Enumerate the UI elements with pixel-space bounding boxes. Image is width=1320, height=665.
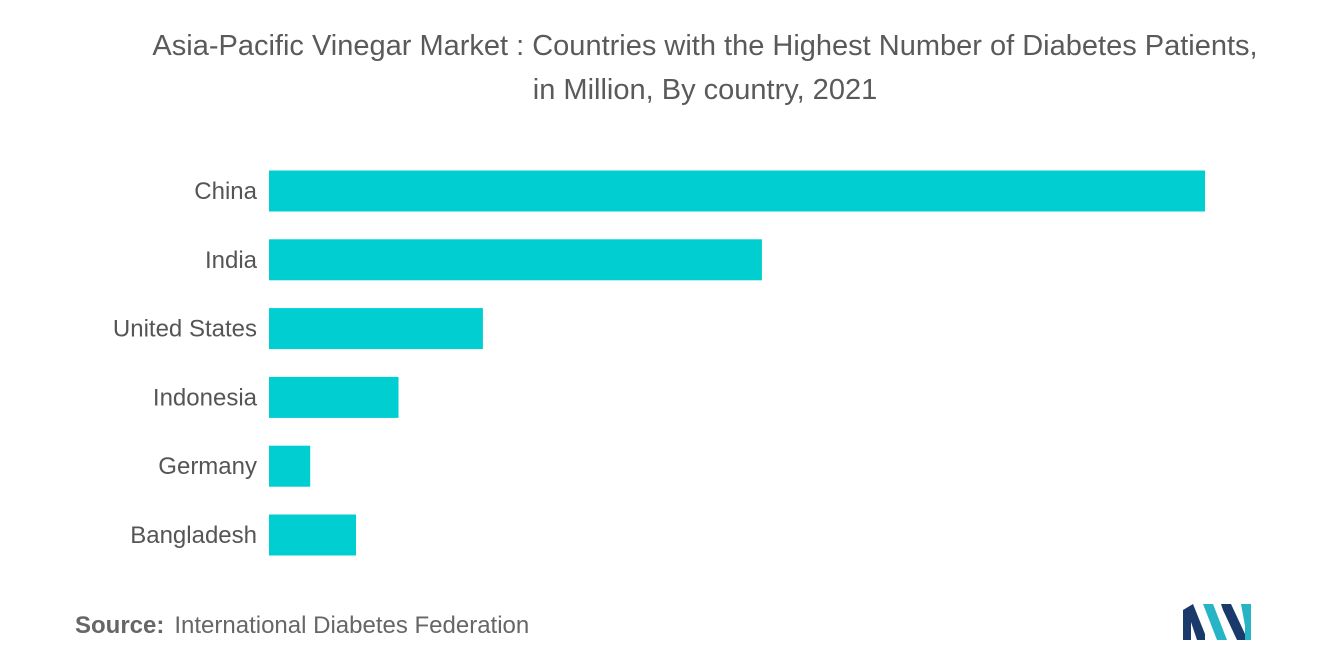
bars-layer	[269, 170, 1205, 556]
bar-bangladesh	[269, 514, 356, 556]
category-label: China	[194, 178, 257, 205]
chart-title: Asia-Pacific Vinegar Market : Countries …	[152, 30, 1258, 106]
mordor-intelligence-logo-icon	[1183, 604, 1251, 640]
category-label: India	[205, 247, 258, 274]
bar-indonesia	[269, 376, 399, 418]
category-labels-layer: China India United States Indonesia Germany B…	[113, 178, 258, 549]
bar-india	[269, 239, 762, 281]
bar-united-states	[269, 308, 483, 350]
category-label: Bangladesh	[130, 522, 257, 549]
source-label: Source:	[75, 612, 165, 639]
source-text: International Diabetes Federation	[174, 612, 530, 639]
category-label: Germany	[158, 453, 257, 480]
category-label: Indonesia	[153, 384, 258, 411]
bar-china	[269, 170, 1205, 212]
category-label: United States	[113, 316, 257, 343]
source-line: Source: International Diabetes Federation	[75, 612, 529, 640]
bar-germany	[269, 445, 311, 487]
